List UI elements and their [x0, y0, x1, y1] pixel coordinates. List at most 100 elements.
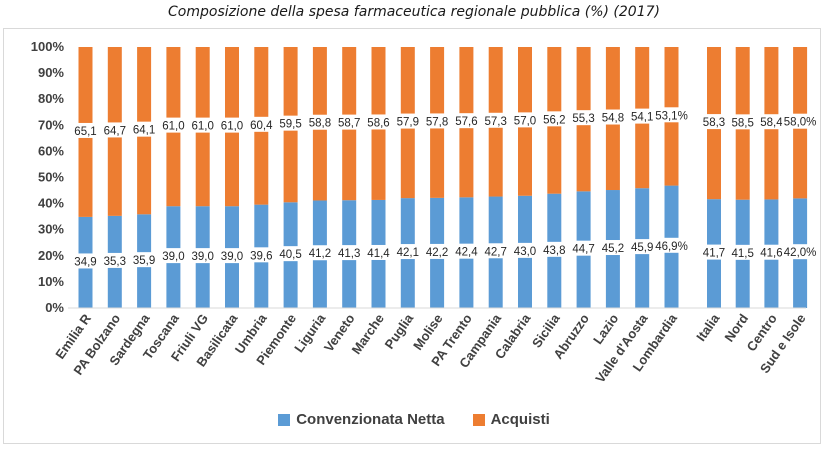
y-tick-label: 0%	[45, 300, 64, 315]
data-label-acquisti: 57,3	[485, 116, 507, 128]
data-label-bg	[782, 244, 819, 260]
data-label-bg	[699, 114, 729, 130]
data-label-bg	[217, 117, 247, 133]
y-tick-label: 60%	[38, 143, 64, 158]
data-label-acquisti: 55,3	[572, 113, 594, 125]
data-label-bg	[756, 114, 787, 130]
data-label-bg	[363, 114, 394, 130]
data-label-bg	[653, 107, 690, 123]
data-label-bg	[158, 248, 189, 264]
data-label-acquisti: 59,5	[279, 119, 301, 131]
data-label-acquisti: 58,3	[703, 117, 725, 129]
data-label-bg	[246, 247, 277, 263]
data-label-bg	[480, 243, 511, 259]
legend: Convenzionata Netta Acquisti	[0, 411, 828, 428]
data-label-bg	[422, 113, 452, 129]
y-tick-label: 30%	[38, 222, 64, 237]
data-label-acquisti: 57,6	[455, 116, 477, 128]
data-label-convenzionata: 39,0	[221, 251, 243, 263]
legend-item-acquisti: Acquisti	[472, 411, 550, 428]
data-label-acquisti: 54,1	[631, 112, 653, 124]
data-label-bg	[363, 244, 394, 260]
data-label-acquisti: 54,8	[602, 113, 624, 125]
data-label-convenzionata: 42,0%	[784, 247, 817, 259]
data-label-bg	[275, 246, 306, 262]
data-label-convenzionata: 44,7	[572, 244, 594, 256]
data-label-bg	[393, 244, 423, 260]
data-label-bg	[129, 121, 159, 137]
data-label-convenzionata: 41,4	[367, 248, 390, 260]
data-label-bg	[727, 114, 758, 130]
data-label-bg	[305, 245, 335, 261]
data-label-bg	[510, 242, 540, 258]
data-label-convenzionata: 46,9%	[655, 241, 688, 253]
y-tick-label: 90%	[38, 65, 64, 80]
data-label-acquisti: 58,7	[338, 118, 360, 130]
data-label-acquisti: 60,4	[250, 120, 273, 132]
data-label-convenzionata: 35,3	[104, 256, 126, 268]
data-label-convenzionata: 43,8	[543, 245, 565, 257]
data-label-bg	[100, 252, 130, 268]
data-label-convenzionata: 40,5	[279, 249, 301, 261]
data-label-bg	[568, 110, 599, 126]
data-label-convenzionata: 35,9	[133, 255, 155, 267]
data-label-acquisti: 58,0%	[784, 117, 817, 129]
data-label-bg	[158, 117, 189, 133]
data-label-bg	[70, 253, 101, 269]
legend-swatch-convenzionata	[278, 413, 291, 426]
data-label-convenzionata: 39,6	[250, 250, 272, 262]
data-label-bg	[275, 115, 306, 131]
data-label-bg	[699, 244, 729, 260]
y-tick-label: 10%	[38, 274, 64, 289]
data-label-convenzionata: 42,1	[397, 247, 419, 259]
data-label-bg	[70, 122, 101, 138]
data-label-bg	[598, 109, 628, 125]
data-label-bg	[305, 114, 335, 130]
data-label-bg	[246, 116, 277, 132]
data-label-bg	[129, 252, 159, 268]
data-label-bg	[187, 117, 218, 133]
data-label-bg	[451, 243, 482, 259]
category-label: Italia	[693, 310, 723, 344]
data-label-convenzionata: 41,6	[760, 248, 782, 260]
data-label-convenzionata: 45,2	[602, 243, 624, 255]
data-label-acquisti: 65,1	[74, 126, 96, 138]
data-label-convenzionata: 43,0	[514, 246, 536, 258]
legend-swatch-acquisti	[472, 413, 485, 426]
data-label-bg	[217, 248, 247, 264]
data-label-convenzionata: 41,7	[703, 248, 725, 260]
data-label-acquisti: 64,1	[133, 125, 155, 137]
data-label-bg	[334, 114, 364, 130]
data-label-bg	[782, 113, 819, 129]
data-label-acquisti: 61,0	[192, 121, 214, 133]
data-label-acquisti: 58,8	[309, 118, 331, 130]
legend-label-convenzionata: Convenzionata Netta	[296, 411, 445, 428]
data-label-acquisti: 56,2	[543, 114, 565, 126]
data-label-acquisti: 61,0	[162, 121, 184, 133]
y-tick-label: 20%	[38, 248, 64, 263]
data-label-convenzionata: 41,2	[309, 248, 331, 260]
data-label-convenzionata: 42,2	[426, 247, 448, 259]
data-label-convenzionata: 41,5	[732, 248, 754, 260]
data-label-bg	[100, 122, 130, 138]
legend-label-acquisti: Acquisti	[490, 411, 550, 428]
data-label-bg	[539, 241, 570, 257]
data-label-acquisti: 58,4	[760, 117, 783, 129]
data-label-bg	[393, 113, 423, 129]
data-label-bg	[334, 245, 364, 261]
data-label-bg	[653, 237, 690, 253]
data-label-bg	[756, 244, 787, 260]
data-label-acquisti: 58,5	[732, 117, 754, 129]
data-label-acquisti: 57,9	[397, 117, 419, 129]
data-label-acquisti: 57,8	[426, 116, 448, 128]
data-label-bg	[422, 243, 452, 259]
data-label-bg	[727, 244, 758, 260]
data-label-bg	[627, 108, 657, 124]
y-tick-label: 80%	[38, 91, 64, 106]
data-label-acquisti: 64,7	[104, 125, 126, 137]
data-label-convenzionata: 39,0	[192, 251, 214, 263]
y-tick-label: 70%	[38, 117, 64, 132]
data-label-bg	[539, 111, 570, 127]
chart-frame	[3, 28, 821, 444]
